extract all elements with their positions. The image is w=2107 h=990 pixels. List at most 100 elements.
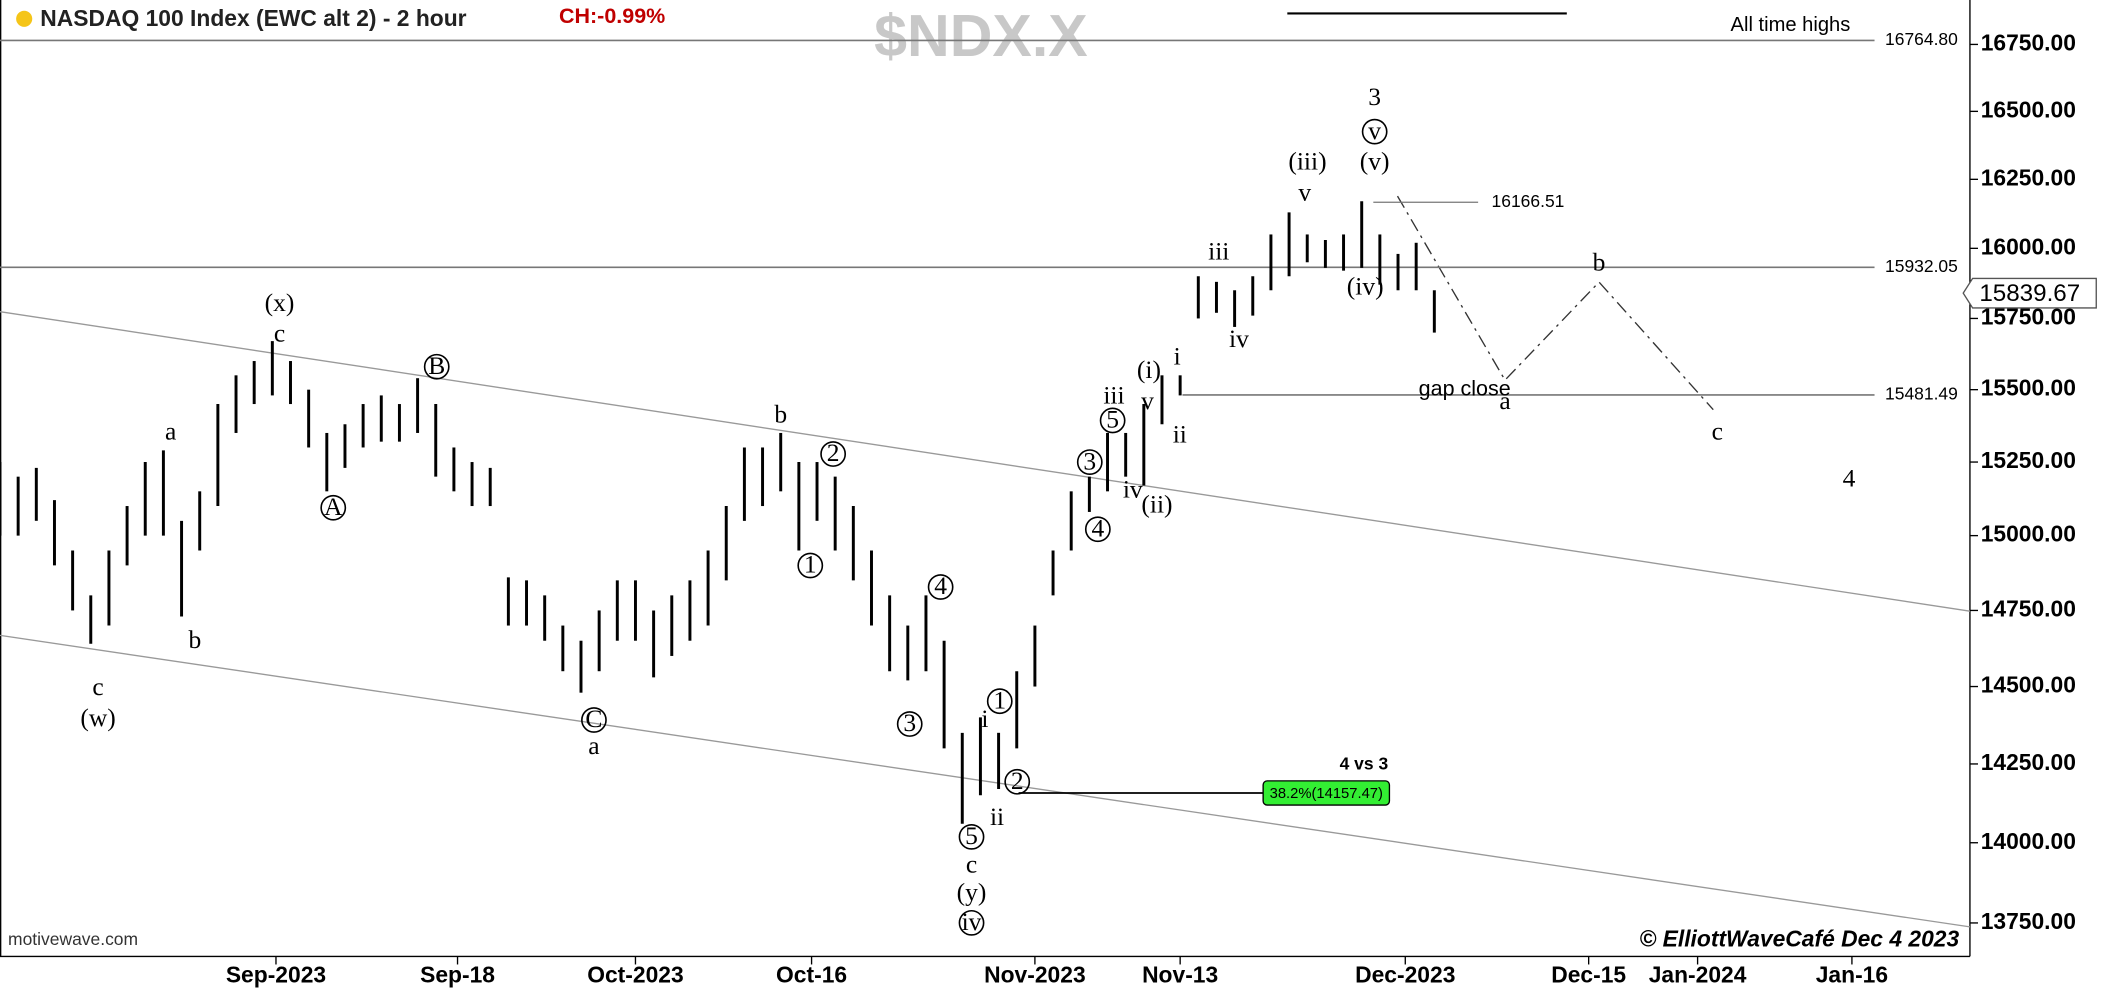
- x-tick-label: Oct-2023: [587, 962, 683, 988]
- wave-label: a: [1499, 386, 1510, 415]
- fib-label: 38.2%(14157.47): [1270, 786, 1383, 802]
- wave-label: a: [588, 731, 599, 760]
- wave-label: 5: [1106, 405, 1119, 434]
- source: motivewave.com: [8, 929, 138, 949]
- y-tick-label: 13750.00: [1981, 908, 2076, 934]
- y-tick-label: 16250.00: [1981, 164, 2076, 190]
- wave-label: (iii): [1288, 147, 1326, 176]
- wave-label: 3: [1083, 446, 1096, 475]
- wave-label: v: [1141, 386, 1154, 415]
- wave-label: a: [165, 417, 176, 446]
- wave-label: (x): [265, 288, 295, 317]
- wave-label: 5: [965, 821, 978, 850]
- wave-label: v: [1298, 178, 1311, 207]
- wave-label: 4: [1091, 513, 1104, 542]
- wave-label: C: [585, 704, 602, 733]
- level-label: 15481.49: [1885, 384, 1958, 404]
- last-price-label: 15839.67: [1979, 280, 2080, 307]
- wave-label: iii: [1208, 237, 1229, 266]
- wave-circle: [1361, 118, 1388, 145]
- wave-label: (iv): [1347, 272, 1384, 301]
- wave-circle: [1004, 768, 1031, 795]
- status-dot: [16, 10, 33, 27]
- y-tick-label: 14000.00: [1981, 828, 2076, 854]
- y-tick-label: 15000.00: [1981, 521, 2076, 547]
- wave-label: iii: [1103, 380, 1124, 409]
- wave-label: 3: [903, 708, 916, 737]
- wave-label: iv: [1123, 475, 1143, 504]
- fib-box: [1262, 780, 1391, 806]
- level-label: 15932.05: [1885, 256, 1958, 276]
- y-tick-label: 14500.00: [1981, 672, 2076, 698]
- chart-title: NASDAQ 100 Index (EWC alt 2) - 2 hour: [40, 5, 466, 31]
- wave-label: c: [1712, 417, 1723, 446]
- x-tick-label: Jan-2024: [1649, 962, 1747, 988]
- wave-label: 1: [993, 685, 1006, 714]
- wave-label: b: [188, 625, 201, 654]
- wave-circle: [320, 494, 347, 521]
- wave-label: 3: [1368, 82, 1381, 111]
- change: CH:-0.99%: [559, 4, 665, 28]
- wave-circle: [581, 707, 607, 733]
- x-tick-label: Sep-2023: [226, 962, 326, 988]
- x-tick-label: Nov-2023: [984, 962, 1086, 988]
- last-price-tag: [1962, 277, 2097, 309]
- wave-circle: [820, 441, 847, 467]
- wave-label: (ii): [1141, 489, 1172, 518]
- wave-label: b: [774, 399, 787, 428]
- x-tick-label: Sep-18: [420, 962, 495, 988]
- channel-lower: [0, 634, 1971, 928]
- wave-circle: [797, 552, 824, 579]
- channel-upper: [0, 310, 1971, 612]
- fib-note: 4 vs 3: [1340, 753, 1389, 773]
- y-tick-label: 15250.00: [1981, 447, 2076, 473]
- wave-circle: [1099, 407, 1126, 434]
- wave-label: ii: [1173, 419, 1187, 448]
- x-tick-label: Dec-15: [1551, 962, 1626, 988]
- x-tick-label: Nov-13: [1142, 962, 1218, 988]
- wave-label: 2: [1011, 766, 1024, 795]
- wave-label: 2: [827, 438, 840, 467]
- x-tick-label: Oct-16: [776, 962, 847, 988]
- wave-circle: [423, 353, 450, 380]
- y-tick-label: 14750.00: [1981, 595, 2076, 621]
- wave-label: c: [274, 319, 285, 348]
- wave-label: i: [981, 704, 988, 733]
- projection-path: [1396, 195, 1714, 411]
- y-tick-label: 16750.00: [1981, 29, 2076, 55]
- y-tick-label: 14250.00: [1981, 749, 2076, 775]
- symbol-watermark: $NDX.X: [874, 2, 1088, 69]
- wave-circle: [986, 688, 1013, 715]
- wave-circle: [896, 711, 923, 737]
- wave-label: 1: [804, 550, 817, 579]
- copyright: © ElliottWaveCafé Dec 4 2023: [1639, 925, 1959, 951]
- wave-label: v: [1368, 116, 1381, 145]
- wave-label: c: [92, 672, 103, 701]
- y-tick-label: 15500.00: [1981, 375, 2076, 401]
- level-note: gap close: [1419, 376, 1511, 400]
- wave-circle: [1076, 449, 1103, 475]
- level-note: All time highs: [1731, 14, 1851, 36]
- wave-circle: [958, 909, 985, 936]
- wave-label: i: [1174, 342, 1181, 371]
- wave-label: A: [324, 492, 343, 521]
- wave-label: (y): [957, 877, 987, 906]
- wave-label: iv: [962, 907, 982, 936]
- wave-circle: [1084, 516, 1111, 543]
- wave-label: (w): [80, 703, 115, 732]
- level-label: 16764.80: [1885, 29, 1958, 49]
- wave-label: ii: [990, 802, 1004, 831]
- wave-label: 4: [934, 571, 947, 600]
- wave-label: 4: [1843, 464, 1856, 493]
- y-tick-label: 16500.00: [1981, 96, 2076, 122]
- x-tick-label: Jan-16: [1816, 962, 1888, 988]
- wave-label: B: [428, 351, 445, 380]
- x-tick-label: Dec-2023: [1355, 962, 1455, 988]
- y-tick-label: 16000.00: [1981, 233, 2076, 259]
- wave-label: (i): [1137, 355, 1161, 384]
- wave-label: iv: [1229, 324, 1249, 353]
- wave-circle: [958, 823, 985, 850]
- swing-high-label: 16166.51: [1492, 191, 1565, 211]
